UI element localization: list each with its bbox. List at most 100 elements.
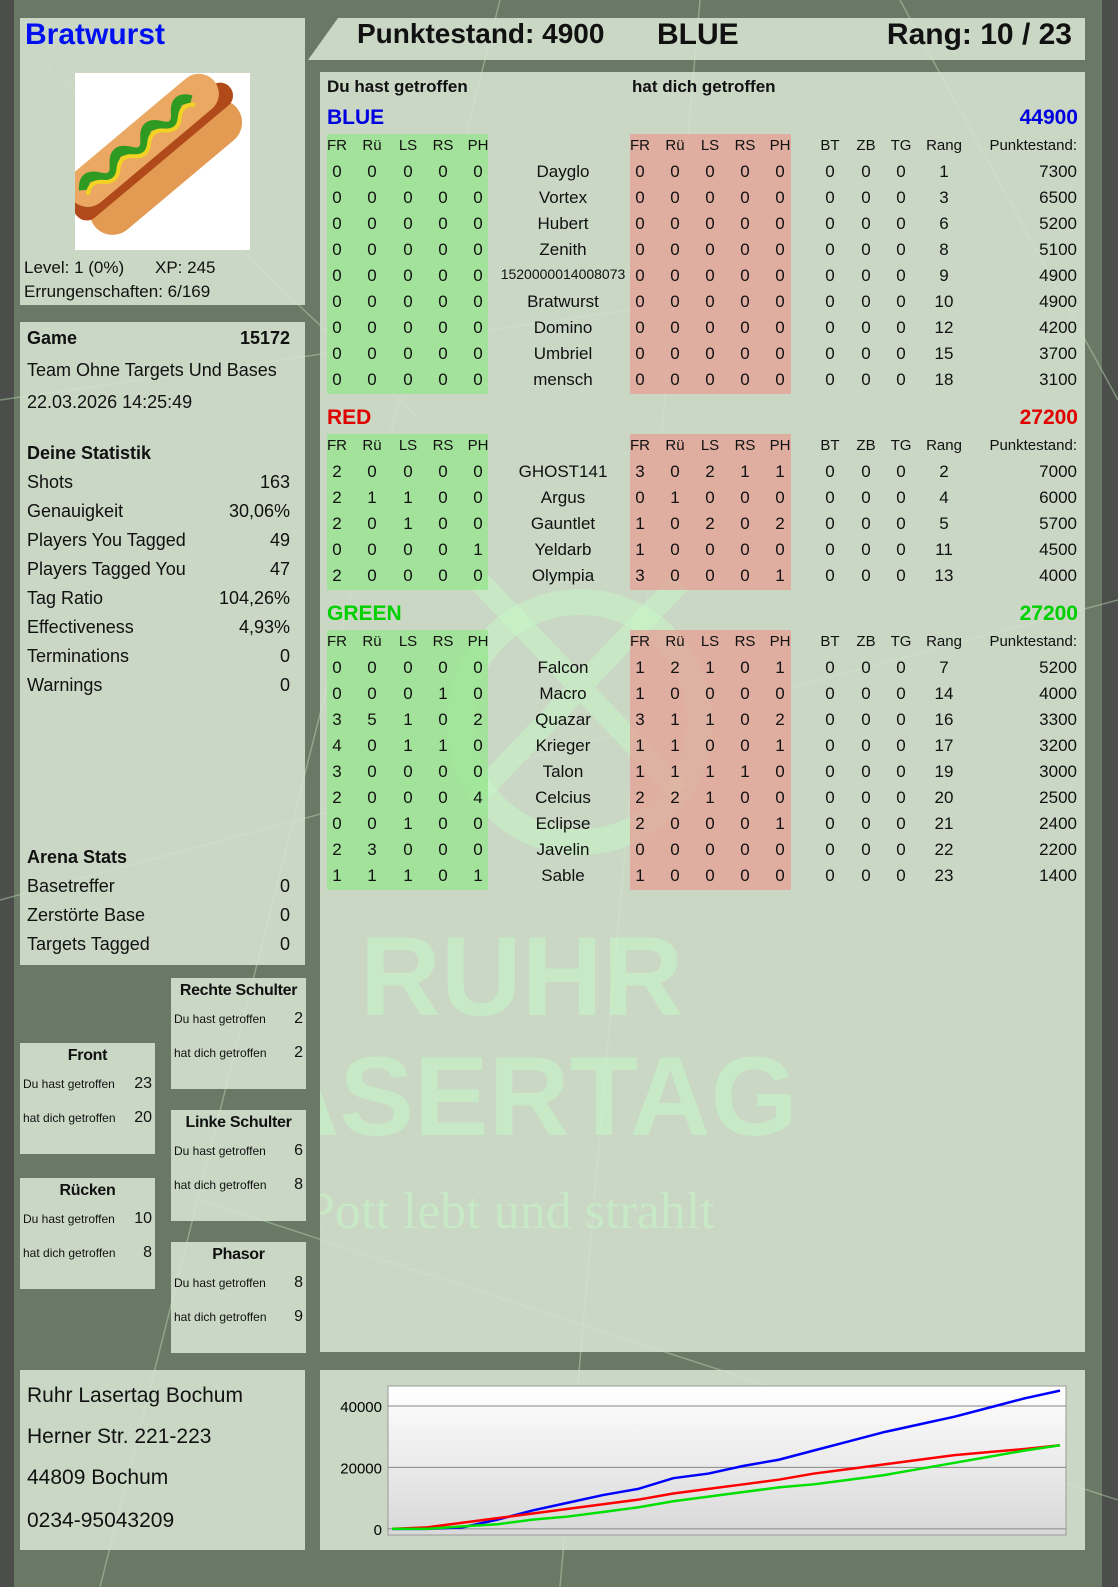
stat-cell: 0 xyxy=(670,684,680,703)
column-header: ZB xyxy=(856,437,876,454)
stat-cell: 0 xyxy=(438,240,448,259)
stat-cell: 0 xyxy=(670,292,680,311)
column-header: Punktestand: xyxy=(989,137,1077,154)
player-name: mensch xyxy=(533,370,593,389)
stat-cell: 0 xyxy=(740,566,750,585)
zone-title: Front xyxy=(67,1047,108,1064)
stat-cell: 0 xyxy=(861,292,871,311)
stat-cell: 0 xyxy=(861,266,871,285)
zone-got-label: hat dich getroffen xyxy=(23,1246,116,1260)
stat-cell: 0 xyxy=(367,240,377,259)
stat-cell: 0 xyxy=(896,514,906,533)
hit-zone-front: Front Du hast getroffen 23 hat dich getroff… xyxy=(20,1043,155,1154)
zone-hit-label: Du hast getroffen xyxy=(23,1212,115,1226)
column-header: PH xyxy=(467,437,489,454)
stat-cell: 0 xyxy=(861,540,871,559)
stat-cell: 0 xyxy=(635,344,645,363)
stat-cell: 0 xyxy=(825,292,835,311)
stat-cell: 0 xyxy=(367,266,377,285)
stat-cell: 2 xyxy=(332,462,342,481)
arena-label: Targets Tagged xyxy=(27,934,150,954)
stat-cell: 3 xyxy=(332,762,342,781)
stat-cell: 0 xyxy=(367,788,377,807)
stat-cell: 0 xyxy=(670,240,680,259)
stat-cell: 0 xyxy=(473,318,483,337)
stat-cell: 0 xyxy=(670,188,680,207)
column-header: LS xyxy=(398,137,418,154)
stat-cell: 0 xyxy=(896,214,906,233)
stat-cell: 0 xyxy=(403,266,413,285)
stat-cell: 0 xyxy=(825,866,835,885)
stat-cell: 0 xyxy=(403,188,413,207)
stat-cell: 0 xyxy=(670,462,680,481)
stat-cell: 0 xyxy=(861,344,871,363)
stat-cell: 0 xyxy=(670,266,680,285)
column-header: ZB xyxy=(856,633,876,650)
stat-cell: 2 xyxy=(332,514,342,533)
column-header: PH xyxy=(769,633,791,650)
stat-cell: 1 xyxy=(635,540,645,559)
section-hit-label: Du hast getroffen xyxy=(327,77,468,96)
stat-cell: 0 xyxy=(705,840,715,859)
stat-cell: 0 xyxy=(861,840,871,859)
player-row: 0 0 0 0 0 Umbriel 0 0 0 0 0 0 0 0 15 3700 xyxy=(320,342,1085,368)
stat-cell: 0 xyxy=(403,658,413,677)
address-line1: Ruhr Lasertag Bochum xyxy=(27,1384,243,1407)
stat-cell: 11 xyxy=(935,540,953,559)
arena-label: Basetreffer xyxy=(27,876,115,896)
stat-cell: 1 xyxy=(775,736,785,755)
stat-cell: 1 xyxy=(775,462,785,481)
player-row: 1 1 1 0 1 Sable 1 0 0 0 0 0 0 0 23 1400 xyxy=(320,864,1085,890)
stat-cell: 0 xyxy=(635,240,645,259)
stat-cell: 0 xyxy=(438,514,448,533)
column-header: LS xyxy=(700,437,720,454)
column-header: Rü xyxy=(362,437,382,454)
stat-cell: 0 xyxy=(473,684,483,703)
stat-cell: 0 xyxy=(332,240,342,259)
stat-cell: 0 xyxy=(775,788,785,807)
stat-cell: 1 xyxy=(403,488,413,507)
stat-cell: 0 xyxy=(332,318,342,337)
stat-cell: 0 xyxy=(705,266,715,285)
stat-cell: 0 xyxy=(896,370,906,389)
stat-cell: 0 xyxy=(635,370,645,389)
stat-cell: 0 xyxy=(403,762,413,781)
player-name: Eclipse xyxy=(535,814,591,833)
column-header: Rü xyxy=(362,137,382,154)
column-header: BT xyxy=(820,137,840,154)
stat-cell: 0 xyxy=(861,866,871,885)
stat-cell: 0 xyxy=(438,762,448,781)
stat-cell: 0 xyxy=(775,292,785,311)
player-name: Domino xyxy=(533,318,593,337)
arena-value: 0 xyxy=(279,934,290,954)
stat-label: Shots xyxy=(27,472,74,492)
stat-cell: 0 xyxy=(403,684,413,703)
stat-cell: 0 xyxy=(635,214,645,233)
team-name: BLUE xyxy=(327,106,385,129)
stat-cell: 0 xyxy=(825,188,835,207)
stat-cell: 0 xyxy=(635,162,645,181)
stat-cell: 1 xyxy=(403,814,413,833)
stat-cell: 0 xyxy=(473,488,483,507)
column-header: PH xyxy=(467,633,489,650)
stat-cell: 0 xyxy=(861,240,871,259)
zone-hit-label: Du hast getroffen xyxy=(174,1144,266,1158)
game-label: Game xyxy=(27,328,78,348)
stat-cell: 3 xyxy=(635,566,645,585)
stat-cell: 0 xyxy=(896,762,906,781)
stat-cell: 5 xyxy=(939,514,949,533)
stat-cell: 0 xyxy=(705,540,715,559)
player-name: Zenith xyxy=(539,240,587,259)
stat-cell: 17 xyxy=(934,736,954,755)
player-name: Olympia xyxy=(531,566,595,585)
stat-cell: 0 xyxy=(825,684,835,703)
stat-cell: 2400 xyxy=(1039,814,1077,833)
column-header: Rang xyxy=(926,137,962,154)
stat-cell: 0 xyxy=(403,788,413,807)
column-header: FR xyxy=(630,633,650,650)
player-row: 3 5 1 0 2 Quazar 3 1 1 0 2 0 0 0 16 3300 xyxy=(320,708,1085,734)
stat-cell: 0 xyxy=(861,658,871,677)
stat-cell: 0 xyxy=(635,840,645,859)
stat-cell: 0 xyxy=(825,814,835,833)
zone-got-label: hat dich getroffen xyxy=(174,1046,267,1060)
